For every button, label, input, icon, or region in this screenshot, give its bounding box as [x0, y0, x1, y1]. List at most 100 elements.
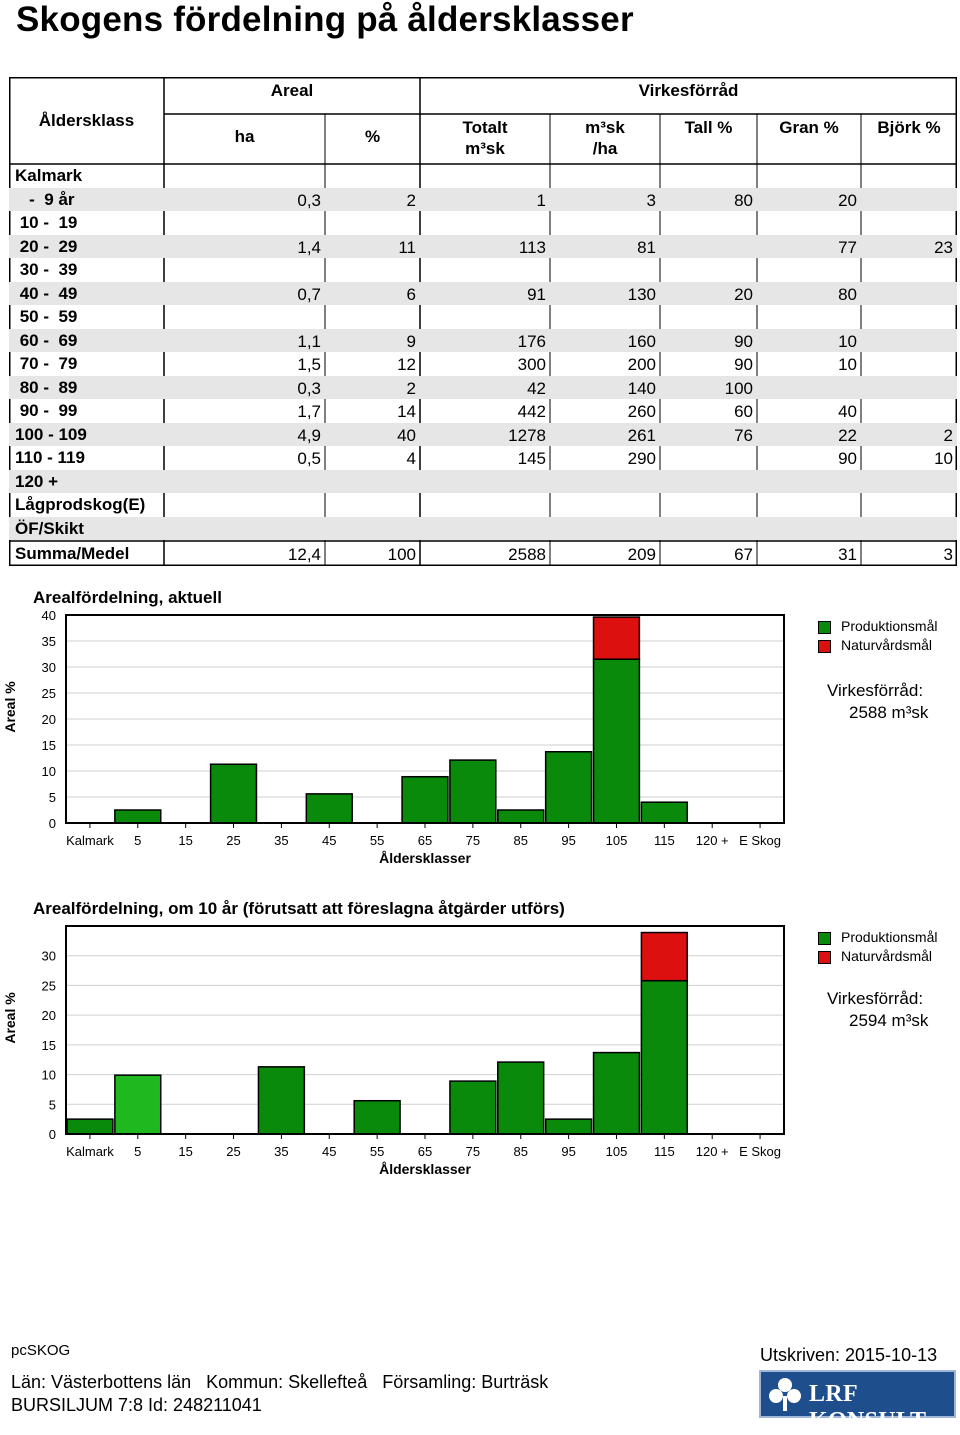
bar-produktion [497, 1061, 545, 1135]
lrf-konsult-logo: LRF KONSULT [759, 1370, 956, 1434]
x-tick-label: 5 [134, 833, 141, 848]
y-tick-label: 35 [42, 634, 56, 649]
row-label: 110 - 119 [15, 448, 85, 467]
y-tick-label: 30 [42, 949, 56, 964]
header-total-line1: Totalt [462, 118, 508, 137]
chart-current: Arealfördelning, aktuell 0 5 10 15 20 25 30 35 4… [0, 585, 960, 885]
age-class-table-wrap: Åldersklass Areal Virkesförråd ha % Tota… [9, 77, 957, 566]
header-ha: ha [234, 127, 255, 146]
cell-gran: 40 [838, 402, 857, 421]
table-row: 70 - 79 1,5 12 300 200 90 10 [9, 352, 957, 376]
chart-10years-svg: 0 5 10 15 20 25 30 Kalmark 5 15 25 35 45 55 65 75 85 95 10… [2, 925, 785, 1177]
y-tick-label: 25 [42, 686, 56, 701]
virkesforrad-label: Virkesförråd: [827, 681, 924, 700]
legend-label: Naturvårdsmål [841, 637, 933, 653]
chart-10years-title: Arealfördelning, om 10 år (förutsatt att… [33, 899, 565, 918]
bar-produktion [114, 1074, 162, 1135]
header-per-ha-line1: m³sk [585, 118, 625, 137]
x-tick-label: 105 [606, 833, 628, 848]
cell-total: 42 [527, 378, 546, 398]
cell-total: 1 [536, 190, 546, 210]
cell-gran: 90 [838, 449, 857, 468]
cell-total: 113 [518, 237, 546, 257]
row-label: 120 + [15, 471, 59, 491]
table-row: 110 - 119 0,5 4 145 290 90 10 [9, 446, 957, 470]
virkesforrad-value: 2588 m³sk [849, 703, 929, 722]
cell-perha: 81 [637, 237, 656, 257]
summary-label: Summa/Medel [15, 544, 130, 563]
row-label: 60 - 69 [15, 330, 78, 350]
cell-perha: 3 [646, 190, 656, 210]
table-row: Lågprodskog(E) [9, 493, 957, 517]
cell-tall: 20 [734, 284, 753, 304]
table-row: 90 - 99 1,7 14 442 260 60 40 [9, 399, 957, 423]
x-tick-label: 85 [513, 1144, 527, 1159]
bar-produktion [544, 751, 593, 824]
cell-bjork: 2 [943, 425, 953, 445]
bar-produktion [497, 809, 545, 824]
row-shade [9, 469, 957, 493]
header-per-ha-line2: /ha [592, 139, 618, 158]
cell-perha: 261 [627, 425, 656, 445]
header-gran: Gran % [779, 118, 839, 137]
y-tick-label: 15 [42, 1038, 56, 1053]
x-tick-label: 15 [178, 1144, 192, 1159]
chart-10years: Arealfördelning, om 10 år (förutsatt att… [0, 896, 960, 1196]
header-per-ha: m³sk /ha [550, 117, 660, 159]
header-bjork: Björk % [877, 118, 941, 137]
legend-label: Produktionsmål [841, 929, 938, 945]
cell-ha: 0,3 [297, 378, 321, 398]
cell-bjork: 23 [934, 237, 953, 257]
bar-produktion [592, 658, 641, 824]
chart-current-title: Arealfördelning, aktuell [33, 588, 222, 607]
summary-tall: 67 [734, 545, 753, 564]
header-areal: Areal [270, 81, 314, 100]
cell-tall: 90 [734, 331, 753, 351]
footer-property: BURSILJUM 7:8 Id: 248211041 [11, 1395, 262, 1415]
table-row: - 9 år 0,3 2 1 3 80 20 [9, 187, 957, 211]
cell-ha: 1,7 [297, 402, 321, 421]
cell-gran: 10 [838, 331, 857, 351]
bar-produktion [544, 1118, 593, 1135]
chart-current-svg: 0 5 10 15 20 25 30 35 40 Kalmark 5 15 25 35 45 55 65 75 85… [2, 608, 785, 866]
cell-pct: 9 [406, 331, 416, 351]
bar-produktion [66, 1118, 114, 1135]
y-tick-label: 40 [42, 608, 56, 623]
plot-frame [65, 925, 785, 1135]
row-label: Kalmark [15, 166, 83, 185]
legend-swatch-green [818, 932, 831, 945]
table-row: 10 - 19 [9, 211, 957, 235]
x-tick-label: 25 [226, 833, 240, 848]
table-row: 40 - 49 0,7 6 91 130 20 80 [9, 281, 957, 305]
y-tick-label: 30 [42, 660, 56, 675]
cell-gran: 80 [838, 284, 857, 304]
x-tick-label: E Skog [739, 1144, 781, 1159]
table-row: ÖF/Skikt [9, 516, 957, 540]
y-axis-label: Areal % [2, 992, 18, 1044]
legend-label: Produktionsmål [841, 618, 938, 634]
cell-total: 300 [517, 355, 546, 374]
summary-pct: 100 [387, 545, 416, 564]
bar-produktion [114, 809, 162, 824]
row-label: Lågprodskog(E) [15, 495, 146, 514]
y-tick-label: 0 [49, 1127, 56, 1142]
row-label: 50 - 59 [15, 307, 78, 326]
summary-bjork: 3 [943, 545, 953, 564]
bar-naturvard [592, 616, 641, 660]
cell-gran: 22 [838, 425, 857, 445]
x-tick-label: 85 [513, 833, 527, 848]
cell-pct: 2 [406, 190, 416, 210]
cell-ha: 0,5 [297, 449, 321, 468]
bar-produktion [353, 1099, 401, 1135]
x-tick-label: 35 [274, 1144, 288, 1159]
row-label: 100 - 109 [15, 424, 87, 444]
cell-perha: 290 [627, 449, 656, 468]
footer-printed-date: Utskriven: 2015-10-13 [760, 1345, 938, 1365]
x-tick-label: 35 [274, 833, 288, 848]
row-shade [9, 281, 957, 305]
cell-ha: 1,4 [297, 237, 321, 257]
header-age-class: Åldersklass [38, 110, 135, 130]
cell-pct: 14 [397, 402, 416, 421]
cell-pct: 12 [397, 355, 416, 374]
bar-produktion [401, 775, 449, 824]
